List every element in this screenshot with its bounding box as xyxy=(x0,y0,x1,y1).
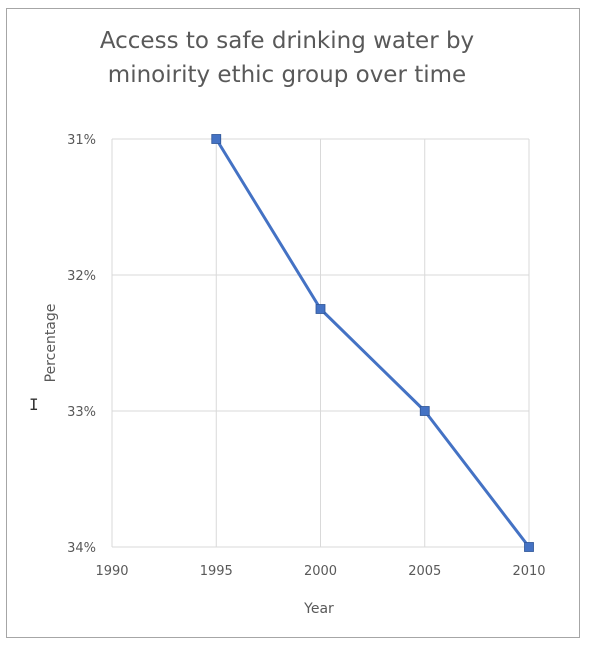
y-tick-label: 32% xyxy=(67,269,96,284)
data-point-marker xyxy=(211,134,222,144)
chart-frame xyxy=(6,8,580,638)
series-line xyxy=(214,137,531,549)
y-tick-label: 31% xyxy=(67,133,96,148)
x-tick-label: 1990 xyxy=(95,564,128,579)
data-point-marker xyxy=(419,406,430,416)
data-point-marker xyxy=(524,542,534,552)
x-axis-label: Year xyxy=(303,601,334,617)
chart-title-line-1: Access to safe drinking water by xyxy=(99,28,475,54)
chart-title: Access to safe drinking water by minoiri… xyxy=(0,24,574,92)
y-tick-label: 34% xyxy=(67,541,96,556)
chart-title-line-2: minoirity ethic group over time xyxy=(107,62,467,88)
text-cursor-icon: I xyxy=(29,395,39,414)
data-point-marker xyxy=(315,304,326,314)
x-tick-label: 2010 xyxy=(512,564,545,579)
gridlines xyxy=(111,138,530,548)
x-axis-tick-labels: 1990 1995 2000 2005 2010 xyxy=(95,564,545,579)
y-axis-label: Percentage xyxy=(43,304,59,383)
x-tick-label: 2005 xyxy=(408,564,441,579)
series-layer xyxy=(211,134,534,552)
y-axis-tick-labels: 31% 32% 33% 34% xyxy=(67,133,96,556)
x-tick-label: 1995 xyxy=(200,564,233,579)
x-tick-label: 2000 xyxy=(304,564,337,579)
y-tick-label: 33% xyxy=(67,405,96,420)
